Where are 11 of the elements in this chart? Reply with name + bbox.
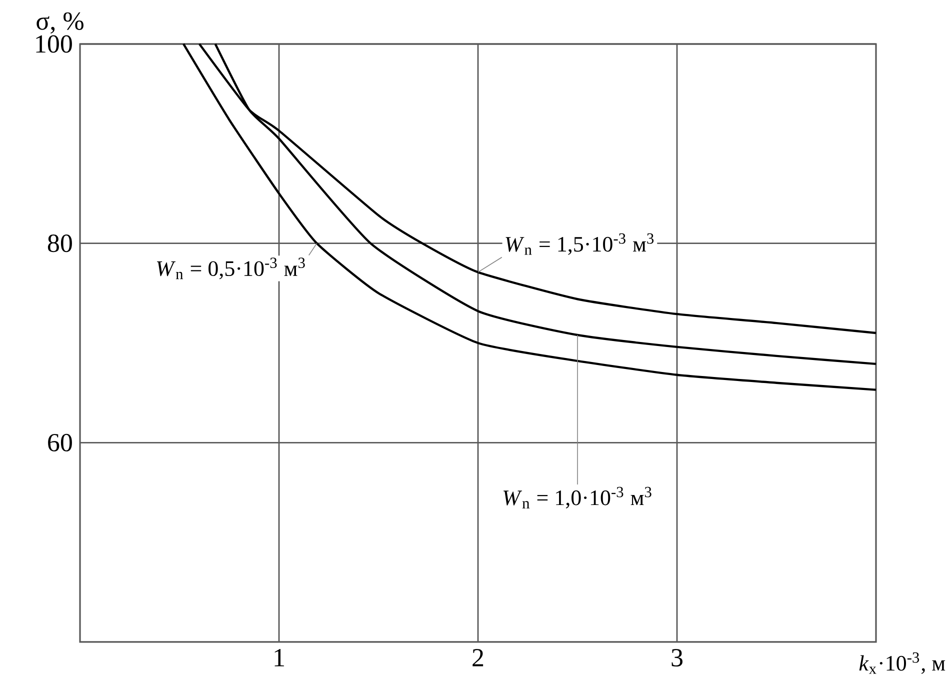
x-tick-label: 2 — [472, 649, 484, 666]
y-tick-label: 60 — [48, 434, 72, 452]
text: W$_{n}$ = 1,0·10$^{-3}$ м$^{3}$ — [504, 486, 652, 508]
y-tick-label: 100 — [36, 35, 72, 53]
y-axis-title: σ, % — [36, 12, 84, 34]
series-label: W$_{n}$ = 0,5·10$^{-3}$ м$^{3}$ — [157, 258, 305, 280]
x-tick-label: 1 — [274, 649, 284, 666]
series-label: W$_{n}$ = 1,5·10$^{-3}$ м$^{3}$ — [506, 233, 654, 255]
x-tick-label: 3 — [672, 649, 682, 667]
y-tick-label: 80 — [48, 234, 72, 252]
x-axis-title: k$_{x}$·10$^{-3}$, м — [859, 652, 946, 674]
